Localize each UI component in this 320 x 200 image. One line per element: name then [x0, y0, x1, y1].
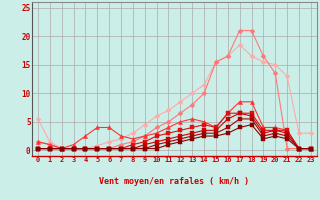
X-axis label: Vent moyen/en rafales ( km/h ): Vent moyen/en rafales ( km/h ) [100, 177, 249, 186]
